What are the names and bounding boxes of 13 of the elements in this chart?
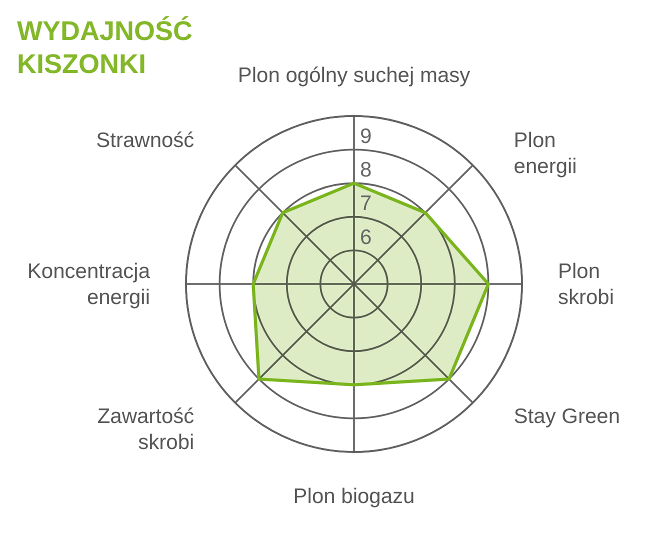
spoke-label: Strawność — [96, 129, 194, 152]
y-tick-label: 7 — [360, 192, 372, 216]
spoke-label: Stay Green — [514, 404, 620, 428]
spoke-label: Plon ogólny suchej masy — [238, 64, 471, 87]
spoke-label: Plon biogazu — [293, 485, 415, 508]
spoke-label: Zawartość skrobi — [97, 404, 194, 454]
spoke-label: Plon skrobi — [558, 260, 614, 309]
spoke-label: Koncentracja energii — [27, 260, 150, 309]
chart-title: WYDAJNOŚĆ KISZONKI — [17, 16, 193, 79]
y-tick-label: 6 — [360, 226, 372, 249]
spoke-label: Plon energii — [514, 129, 577, 178]
y-tick-label: 9 — [360, 125, 372, 148]
y-tick-label: 8 — [360, 158, 372, 182]
